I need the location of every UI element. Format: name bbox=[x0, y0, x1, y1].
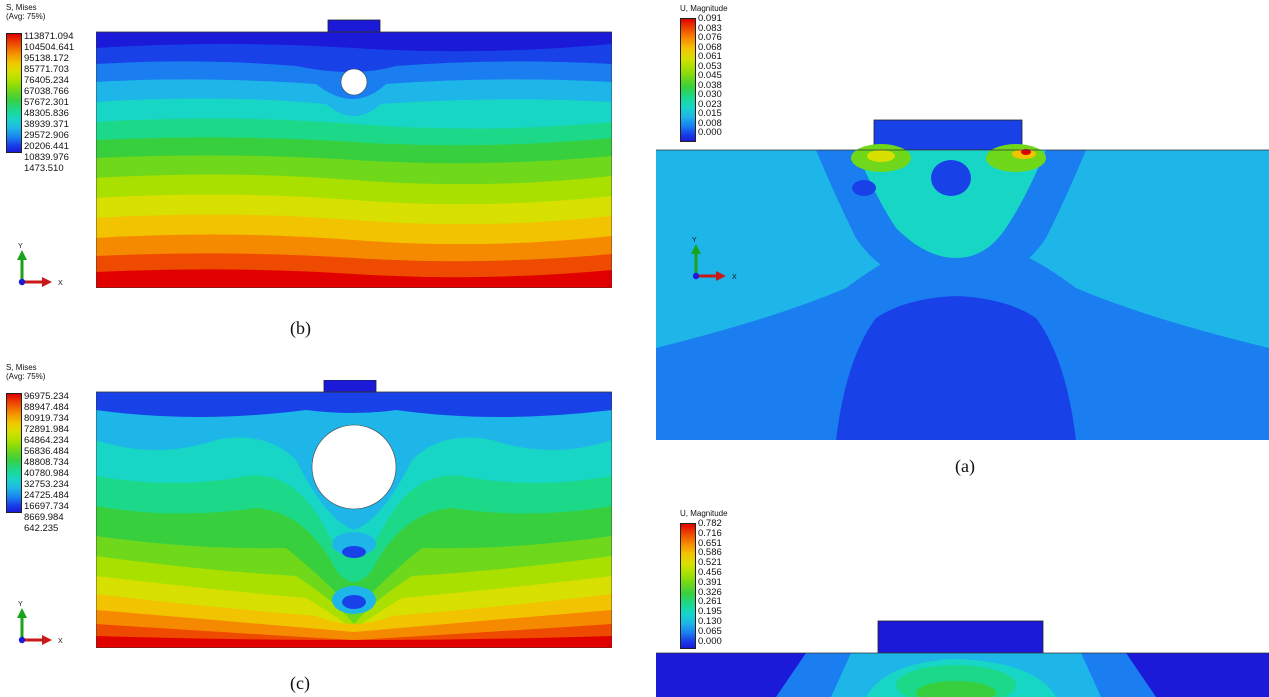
legend-value: 76405.234 bbox=[24, 75, 69, 86]
contour-plot-a bbox=[656, 119, 1269, 440]
legend-field-title: S, Mises bbox=[6, 3, 37, 12]
axis-x-label: X bbox=[58, 638, 63, 645]
legend-value: 0.000 bbox=[698, 127, 722, 138]
legend-colorbar-a bbox=[680, 18, 696, 142]
legend-value: 0.261 bbox=[698, 596, 722, 608]
legend-value: 0.586 bbox=[698, 547, 722, 559]
legend-value: 80919.734 bbox=[24, 413, 69, 424]
legend-value: 0.015 bbox=[698, 108, 722, 119]
legend-value: 0.391 bbox=[698, 576, 722, 588]
legend-title-d: U, Magnitude bbox=[680, 509, 728, 518]
legend-value: 0.000 bbox=[698, 635, 722, 647]
legend-value: 88947.484 bbox=[24, 402, 69, 413]
legend-value: 0.008 bbox=[698, 117, 722, 129]
legend-value: 0.130 bbox=[698, 615, 722, 627]
caption-a: (a) bbox=[955, 456, 975, 476]
legend-value: 0.083 bbox=[698, 22, 722, 34]
legend-value: 38939.371 bbox=[24, 119, 69, 130]
legend-colorbar-b bbox=[6, 33, 22, 153]
legend-value: 57672.301 bbox=[24, 97, 69, 108]
legend-value: 24725.484 bbox=[24, 490, 69, 501]
legend-value: 32753.234 bbox=[24, 479, 69, 490]
legend-value: 0.076 bbox=[698, 32, 722, 43]
legend-colorbar-c bbox=[6, 393, 22, 513]
panel-b: S, Mises (Avg: 75%) 113871.094 104504.64… bbox=[0, 0, 630, 345]
axis-y-label: Y bbox=[18, 601, 23, 608]
legend-field-title: U, Magnitude bbox=[680, 4, 728, 13]
legend-value: 95138.172 bbox=[24, 53, 69, 64]
legend-value: 72891.984 bbox=[24, 424, 69, 435]
axis-x-label: X bbox=[732, 274, 737, 281]
legend-value: 104504.641 bbox=[24, 42, 75, 53]
panel-c: S, Mises (Avg: 75%) 96975.234 88947.484 … bbox=[0, 360, 630, 697]
legend-values-b: 113871.094 104504.641 95138.172 85771.70… bbox=[24, 31, 74, 174]
axis-triad-b: Y X bbox=[17, 243, 63, 287]
legend-value: 85771.703 bbox=[24, 64, 69, 75]
legend-values-c: 96975.234 88947.484 80919.734 72891.984 … bbox=[24, 391, 69, 534]
legend-value: 0.716 bbox=[698, 527, 722, 539]
axis-y-label: Y bbox=[692, 237, 697, 244]
legend-field-title: S, Mises bbox=[6, 363, 37, 372]
contour-plot-c bbox=[96, 380, 612, 648]
legend-value: 48305.836 bbox=[24, 108, 69, 119]
legend-value: 64864.234 bbox=[24, 435, 69, 446]
legend-value: 0.030 bbox=[698, 89, 722, 100]
axis-triad-a: Y X bbox=[691, 237, 737, 281]
legend-field-title: U, Magnitude bbox=[680, 509, 728, 518]
axis-y-label: Y bbox=[18, 243, 23, 250]
legend-value: 20206.441 bbox=[24, 141, 69, 152]
legend-value: 29572.906 bbox=[24, 130, 69, 141]
legend-title-a: U, Magnitude bbox=[680, 4, 728, 13]
legend-value: 642.235 bbox=[24, 523, 59, 534]
legend-field-subtitle: (Avg: 75%) bbox=[6, 372, 46, 381]
legend-value: 0.061 bbox=[698, 51, 722, 62]
legend-value: 8669.984 bbox=[24, 512, 64, 523]
legend-value: 113871.094 bbox=[24, 31, 74, 42]
legend-field-subtitle: (Avg: 75%) bbox=[6, 12, 46, 21]
legend-values-d: 0.782 0.716 0.651 0.586 0.521 0.456 0.39… bbox=[698, 519, 722, 646]
legend-values-a: 0.091 0.083 0.076 0.068 0.061 0.053 0.04… bbox=[698, 14, 722, 138]
legend-value: 0.045 bbox=[698, 70, 722, 81]
legend-title-c: S, Mises (Avg: 75%) bbox=[6, 363, 45, 381]
legend-value: 0.521 bbox=[698, 557, 722, 569]
legend-value: 0.782 bbox=[698, 518, 722, 529]
axis-triad-c: Y X bbox=[17, 601, 63, 645]
legend-value: 10839.976 bbox=[24, 152, 69, 163]
legend-value: 1473.510 bbox=[24, 163, 64, 174]
caption-c: (c) bbox=[290, 673, 310, 693]
caption-b: (b) bbox=[290, 318, 311, 338]
legend-value: 67038.766 bbox=[24, 86, 69, 97]
legend-value: 0.195 bbox=[698, 606, 722, 618]
legend-value: 0.065 bbox=[698, 625, 722, 637]
contour-plot-b bbox=[96, 19, 612, 288]
legend-value: 56836.484 bbox=[24, 446, 69, 457]
legend-value: 0.326 bbox=[698, 586, 722, 598]
legend-colorbar-d bbox=[680, 523, 696, 649]
legend-title-b: S, Mises (Avg: 75%) bbox=[6, 3, 45, 21]
legend-value: 0.456 bbox=[698, 566, 722, 578]
legend-value: 0.068 bbox=[698, 41, 722, 53]
legend-value: 0.023 bbox=[698, 98, 722, 110]
legend-value: 0.038 bbox=[698, 79, 722, 91]
legend-value: 40780.984 bbox=[24, 468, 69, 479]
legend-value: 96975.234 bbox=[24, 391, 69, 402]
panel-d: U, Magnitude 0.782 0.716 0.651 0.586 0.5… bbox=[640, 505, 1269, 697]
legend-value: 0.091 bbox=[698, 13, 722, 24]
legend-value: 48808.734 bbox=[24, 457, 69, 468]
axis-x-label: X bbox=[58, 280, 63, 287]
legend-value: 0.053 bbox=[698, 60, 722, 72]
legend-value: 0.651 bbox=[698, 537, 722, 549]
legend-value: 16697.734 bbox=[24, 501, 69, 512]
contour-plot-d bbox=[656, 620, 1269, 697]
panel-a: U, Magnitude 0.091 0.083 0.076 0.068 0.0… bbox=[640, 0, 1269, 490]
